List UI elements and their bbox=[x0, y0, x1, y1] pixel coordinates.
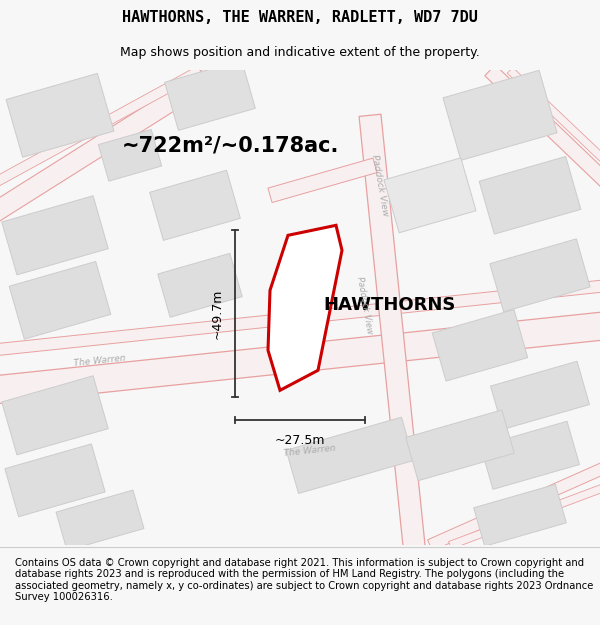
Polygon shape bbox=[0, 62, 226, 224]
Text: Contains OS data © Crown copyright and database right 2021. This information is : Contains OS data © Crown copyright and d… bbox=[15, 558, 593, 602]
Polygon shape bbox=[158, 253, 242, 318]
Text: HAWTHORNS, THE WARREN, RADLETT, WD7 7DU: HAWTHORNS, THE WARREN, RADLETT, WD7 7DU bbox=[122, 10, 478, 25]
Text: ~49.7m: ~49.7m bbox=[211, 289, 223, 339]
Polygon shape bbox=[443, 70, 557, 161]
Polygon shape bbox=[485, 65, 600, 191]
Text: ~722m²/~0.178ac.: ~722m²/~0.178ac. bbox=[121, 135, 338, 155]
Text: Paddock View: Paddock View bbox=[356, 276, 374, 335]
Polygon shape bbox=[428, 460, 600, 551]
Polygon shape bbox=[359, 114, 426, 556]
Text: HAWTHORNS: HAWTHORNS bbox=[324, 296, 456, 314]
Text: Paddock View: Paddock View bbox=[370, 154, 390, 217]
Polygon shape bbox=[0, 66, 202, 190]
Polygon shape bbox=[384, 158, 476, 232]
Polygon shape bbox=[490, 239, 590, 312]
Text: Map shows position and indicative extent of the property.: Map shows position and indicative extent… bbox=[120, 46, 480, 59]
Polygon shape bbox=[2, 196, 108, 275]
Polygon shape bbox=[5, 444, 105, 517]
Polygon shape bbox=[9, 261, 111, 339]
Polygon shape bbox=[0, 311, 600, 404]
Polygon shape bbox=[481, 421, 580, 489]
Polygon shape bbox=[473, 484, 566, 546]
Polygon shape bbox=[98, 129, 161, 181]
Text: ~27.5m: ~27.5m bbox=[275, 434, 325, 447]
Polygon shape bbox=[164, 60, 256, 131]
Polygon shape bbox=[479, 156, 581, 234]
Polygon shape bbox=[268, 158, 377, 202]
Polygon shape bbox=[286, 417, 414, 494]
Polygon shape bbox=[6, 73, 114, 158]
Polygon shape bbox=[56, 490, 144, 551]
Polygon shape bbox=[432, 309, 528, 381]
Polygon shape bbox=[0, 279, 600, 356]
Polygon shape bbox=[507, 68, 600, 168]
Polygon shape bbox=[491, 361, 589, 429]
Polygon shape bbox=[449, 482, 600, 549]
Text: The Warren: The Warren bbox=[284, 443, 337, 458]
Polygon shape bbox=[268, 225, 342, 390]
Polygon shape bbox=[406, 410, 514, 481]
Polygon shape bbox=[149, 170, 241, 241]
Text: The Warren: The Warren bbox=[74, 353, 127, 367]
Polygon shape bbox=[2, 376, 108, 455]
